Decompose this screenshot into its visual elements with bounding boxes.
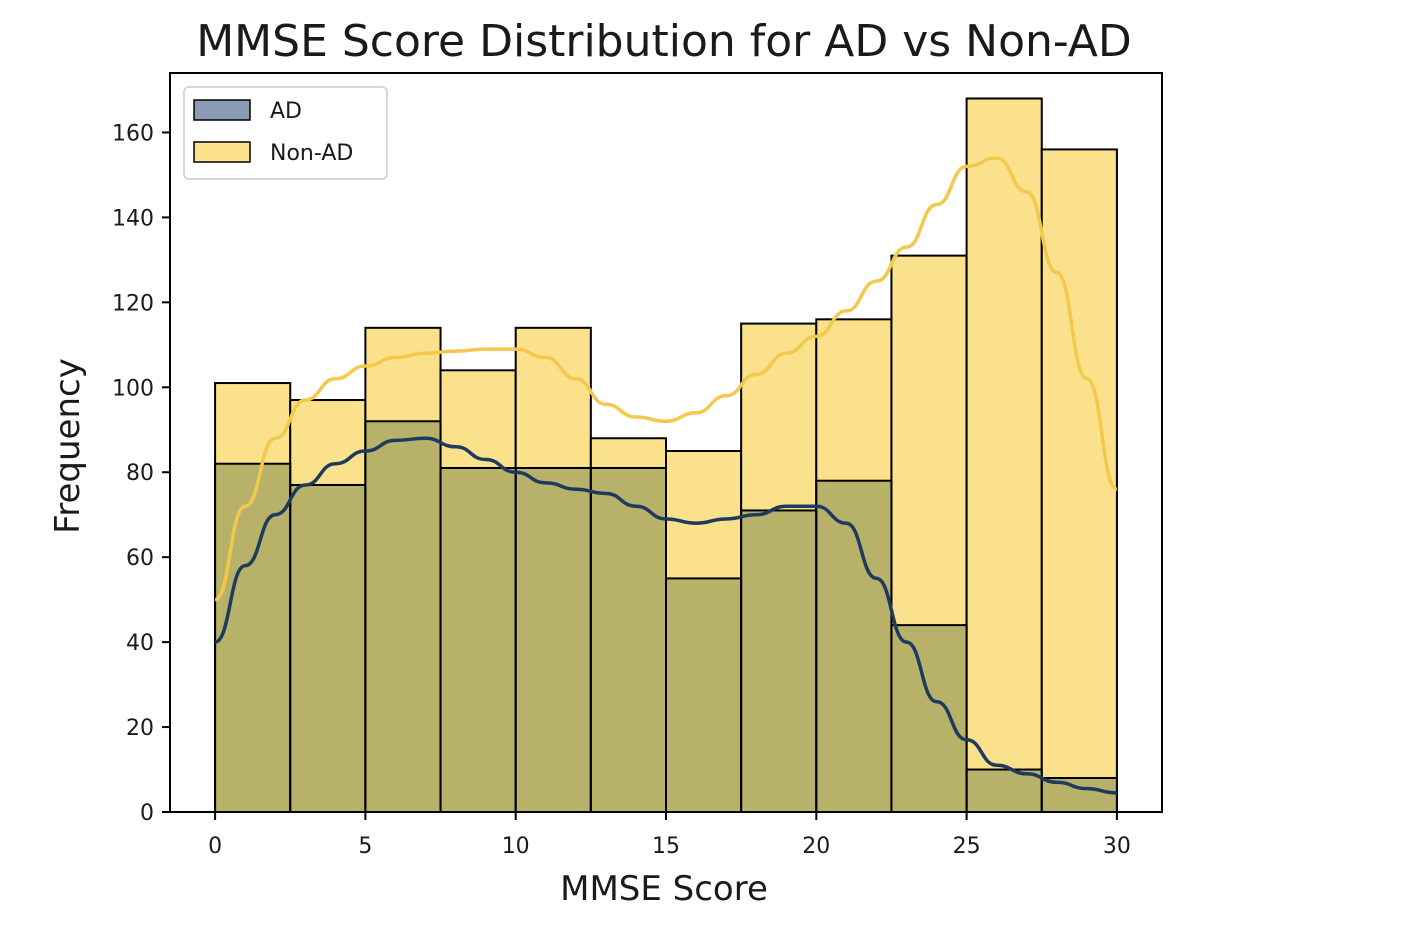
x-tick-label: 15 — [652, 834, 680, 859]
bar — [815, 479, 893, 813]
y-tick-label: 80 — [126, 461, 154, 486]
y-axis-label: Frequency — [48, 358, 88, 534]
chart-title: MMSE Score Distribution for AD vs Non-AD — [196, 16, 1132, 67]
x-axis-label: MMSE Score — [560, 869, 768, 909]
y-tick-label: 40 — [126, 631, 154, 656]
bar — [965, 768, 1043, 814]
bar — [1040, 148, 1118, 813]
kde-line-non-ad — [214, 156, 1118, 602]
y-tick-label: 160 — [112, 121, 154, 146]
bar — [439, 466, 517, 813]
bar — [665, 577, 743, 813]
bar-group-ad — [214, 420, 1118, 814]
x-tick-label: 10 — [502, 834, 530, 859]
bar — [890, 624, 968, 814]
bar — [289, 483, 367, 813]
bar — [214, 462, 292, 813]
x-tick-label: 5 — [358, 834, 372, 859]
y-tick-label: 60 — [126, 546, 154, 571]
y-tick-label: 0 — [140, 801, 154, 826]
x-tick-label: 25 — [953, 834, 981, 859]
y-tick-label: 140 — [112, 206, 154, 231]
legend-label-ad: AD — [270, 99, 302, 124]
bar — [740, 509, 818, 813]
bar — [965, 97, 1043, 813]
bar — [589, 466, 668, 813]
legend: AD Non-AD — [183, 86, 388, 180]
y-tick-label: 100 — [112, 376, 154, 401]
y-tick-label: 120 — [112, 291, 154, 316]
bar — [364, 420, 442, 813]
x-tick-label: 20 — [802, 834, 830, 859]
legend-swatch-non-ad — [193, 141, 251, 163]
x-tick-label: 0 — [208, 834, 222, 859]
y-tick-label: 20 — [126, 716, 154, 741]
kde-line-ad — [214, 436, 1117, 795]
plot-area: 0 5 10 15 20 25 30 0 20 40 60 80 100 120 140 160 — [112, 72, 1163, 859]
bar — [1040, 777, 1118, 814]
bar — [514, 466, 592, 813]
x-tick-label: 30 — [1103, 834, 1131, 859]
legend-swatch-ad — [193, 99, 251, 121]
legend-label-non-ad: Non-AD — [270, 141, 353, 166]
